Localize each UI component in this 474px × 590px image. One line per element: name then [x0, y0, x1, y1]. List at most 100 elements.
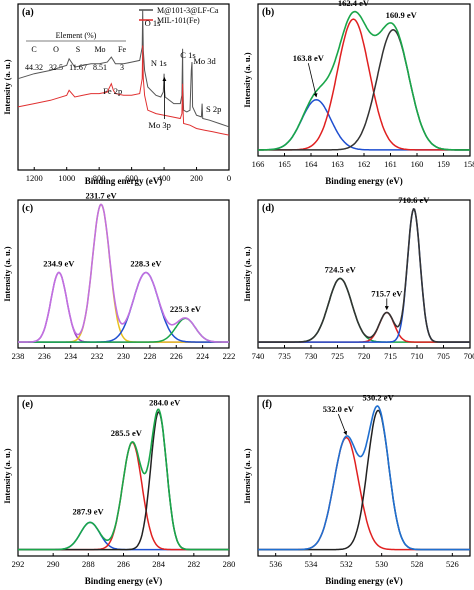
x-tick-label: 224 — [196, 351, 210, 361]
x-tick-label: 222 — [223, 351, 236, 361]
y-axis-label: Intensity (a. u.) — [242, 448, 252, 503]
fit-peak-2 — [18, 203, 229, 343]
table-header: Fe — [118, 45, 126, 54]
y-axis-label: Intensity (a. u.) — [2, 246, 12, 301]
peak-annotation: O 1s — [145, 18, 161, 28]
x-axis-label: Binding energy (eV) — [85, 176, 163, 186]
x-tick-label: 228 — [144, 351, 157, 361]
peak-label-arrow — [307, 63, 318, 98]
x-tick-label: 730 — [305, 351, 318, 361]
plot-frame — [257, 3, 471, 157]
peak-annotation: N 1s — [151, 58, 167, 68]
legend-label: M@101-3@LF-Ca — [157, 6, 219, 15]
fit-peak-2 — [258, 311, 470, 343]
x-tick-label: 530 — [375, 559, 388, 569]
peak-label: 160.9 eV — [386, 10, 418, 20]
table-header: O — [53, 45, 59, 54]
x-axis-label: Binding energy (eV) — [325, 176, 403, 186]
panel-label: (d) — [262, 203, 274, 214]
x-tick-label: 280 — [223, 559, 236, 569]
table-cell: 3 — [120, 63, 124, 72]
x-tick-label: 720 — [358, 351, 371, 361]
x-tick-label: 710 — [411, 351, 424, 361]
peak-label: 287.9 eV — [73, 506, 105, 516]
x-tick-label: 1000 — [58, 173, 75, 183]
peak-label: 532.0 eV — [323, 404, 355, 414]
x-axis-label: Binding energy (eV) — [325, 576, 403, 586]
table-cell: 11.67 — [69, 63, 87, 72]
x-tick-label: 705 — [437, 351, 450, 361]
fit-envelope — [258, 10, 470, 151]
x-tick-label: 740 — [252, 351, 265, 361]
series-line-1 — [17, 10, 230, 128]
plot-frame — [17, 3, 230, 171]
peak-label: 285.5 eV — [111, 428, 143, 438]
y-axis-label: Intensity (a. u.) — [242, 52, 252, 107]
peak-annotation: Fe 2p — [103, 86, 122, 96]
x-tick-label: 735 — [278, 351, 291, 361]
x-tick-label: 284 — [152, 559, 166, 569]
x-tick-label: 163 — [331, 159, 344, 169]
x-tick-label: 165 — [278, 159, 291, 169]
peak-label: 530.2 eV — [363, 392, 395, 402]
x-tick-label: 700 — [464, 351, 474, 361]
plot-frame — [257, 395, 471, 557]
x-tick-label: 536 — [269, 559, 282, 569]
fit-peak-2 — [258, 409, 470, 551]
series-line-2 — [17, 45, 230, 136]
peak-annotation: C 1s — [180, 50, 195, 60]
x-tick-label: 292 — [12, 559, 25, 569]
x-tick-label: 200 — [190, 173, 203, 183]
peak-label: 284.0 eV — [149, 397, 181, 407]
table-header: C — [31, 45, 36, 54]
x-tick-label: 725 — [331, 351, 344, 361]
x-tick-label: 226 — [170, 351, 183, 361]
x-tick-label: 526 — [446, 559, 459, 569]
x-tick-label: 161 — [384, 159, 397, 169]
y-axis-label: Intensity (a. u.) — [242, 246, 252, 301]
fit-peak-1 — [258, 277, 470, 343]
fit-envelope — [18, 408, 229, 551]
panel-c: 238 236 234 232 230 228 226 224 222 Intensity (a.… — [2, 190, 235, 361]
panel-label: (b) — [262, 7, 274, 18]
table-cell: 44.32 — [25, 63, 43, 72]
x-tick-label: 232 — [91, 351, 104, 361]
x-tick-label: 234 — [64, 351, 78, 361]
legend-label: MIL-101(Fe) — [157, 16, 200, 25]
panel-d: 740 735 730 725 720 715 710 705 700 Intensity (a.… — [242, 195, 474, 361]
panel-label: (e) — [22, 399, 33, 410]
fit-peak-2 — [18, 441, 229, 551]
peak-label: 225.3 eV — [170, 304, 202, 314]
peak-label: 234.9 eV — [43, 259, 75, 269]
x-tick-label: 164 — [305, 159, 319, 169]
x-tick-label: 286 — [117, 559, 130, 569]
panel-b: 166 165 164 163 162 161 160 159 158 Binding energ… — [242, 0, 474, 186]
table-cell: 8.51 — [93, 63, 107, 72]
table-header: S — [76, 45, 80, 54]
x-tick-label: 288 — [82, 559, 95, 569]
fit-envelope — [258, 208, 470, 343]
x-tick-label: 600 — [125, 173, 138, 183]
x-tick-label: 162 — [358, 159, 371, 169]
panel-a: 1200 1000 800 600 400 200 0 Binding energy (eV)… — [2, 3, 231, 186]
fit-envelope — [18, 203, 229, 343]
fit-peak-3 — [258, 208, 470, 343]
peak-label: 715.7 eV — [371, 288, 403, 298]
fit-envelope — [258, 405, 470, 551]
x-tick-label: 534 — [305, 559, 319, 569]
fit-peak-1 — [18, 521, 229, 551]
x-tick-label: 236 — [38, 351, 51, 361]
x-tick-label: 400 — [158, 173, 171, 183]
x-tick-label: 158 — [464, 159, 474, 169]
x-tick-label: 532 — [340, 559, 353, 569]
fit-peak-1 — [258, 99, 470, 151]
x-tick-label: 1200 — [26, 173, 43, 183]
x-tick-label: 230 — [117, 351, 130, 361]
x-tick-label: 0 — [227, 173, 231, 183]
x-tick-label: 166 — [252, 159, 265, 169]
x-tick-label: 528 — [411, 559, 424, 569]
peak-label-arrow — [337, 413, 347, 436]
peak-label: 228.3 eV — [130, 259, 162, 269]
peak-annotation: S 2p — [206, 104, 221, 114]
